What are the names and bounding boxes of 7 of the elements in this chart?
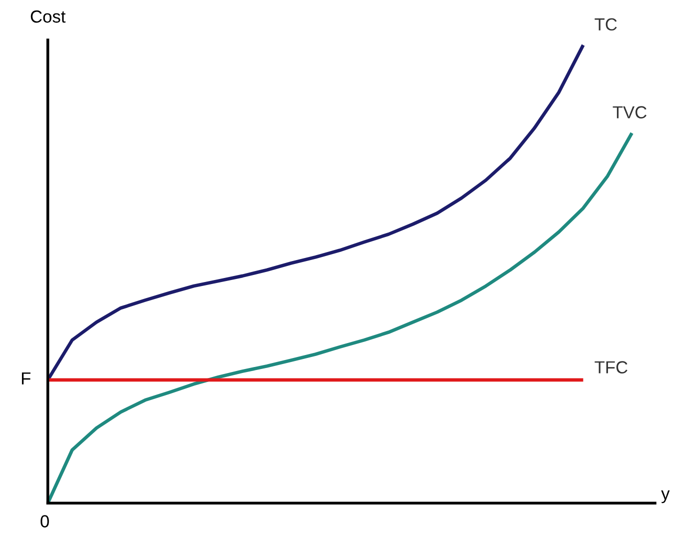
series-label: TVC <box>612 106 646 118</box>
series-label: TC <box>594 18 617 31</box>
series-label: TFC <box>594 361 628 374</box>
y-axis-title: Cost <box>30 10 66 23</box>
text: F <box>22 372 30 384</box>
x-axis-title: y <box>661 490 670 504</box>
text: 0 <box>40 515 49 528</box>
